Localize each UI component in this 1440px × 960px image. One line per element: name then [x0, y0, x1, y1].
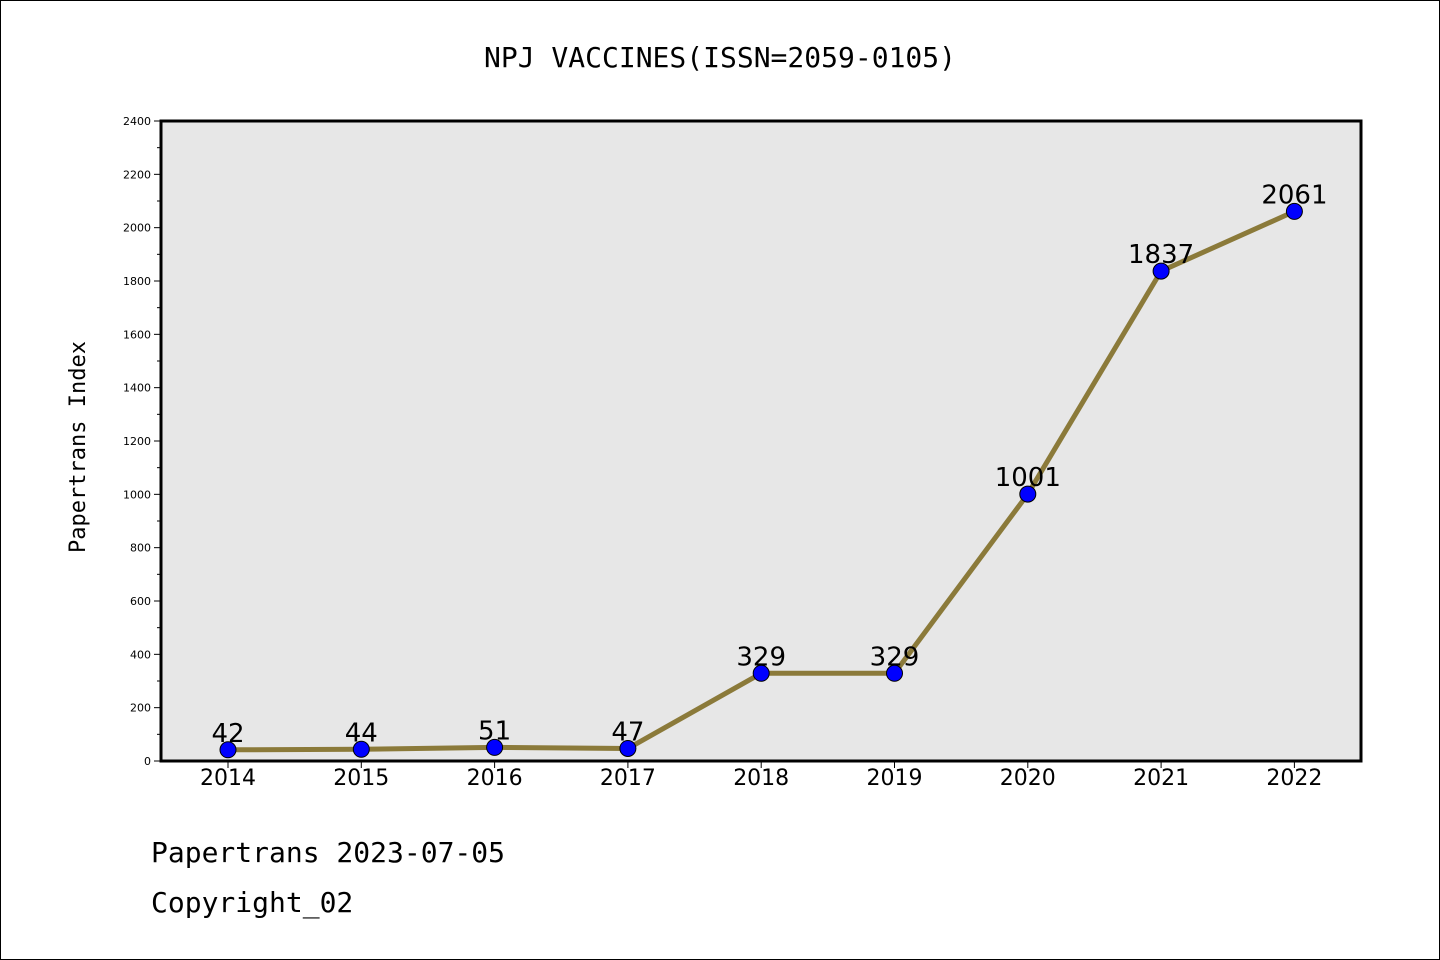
- x-tick-label: 2014: [200, 766, 256, 791]
- x-tick-label: 2022: [1266, 766, 1322, 791]
- data-label: 1837: [1128, 240, 1194, 270]
- data-point: [886, 664, 903, 682]
- data-label: 47: [611, 717, 644, 747]
- data-point: [1152, 262, 1170, 280]
- data-point: [352, 740, 370, 758]
- x-tick-label: 2020: [1000, 766, 1056, 791]
- y-tick-label: 800: [130, 542, 151, 555]
- data-point: [752, 664, 770, 682]
- data-label: 329: [736, 642, 786, 672]
- data-point: [1285, 202, 1303, 220]
- data-point: [219, 741, 237, 759]
- x-tick-label: 2017: [600, 766, 656, 791]
- y-tick-label: 200: [130, 702, 151, 715]
- y-tick-label: 1400: [123, 382, 151, 395]
- data-point: [1019, 485, 1037, 503]
- x-tick-label: 2021: [1133, 766, 1189, 791]
- x-tick-label: 2019: [867, 766, 923, 791]
- plot-area: [159, 119, 1363, 763]
- data-label: 329: [870, 642, 920, 672]
- y-tick-label: 2000: [123, 222, 151, 235]
- y-tick-label: 600: [130, 595, 151, 608]
- data-label: 44: [345, 718, 378, 748]
- y-tick-label: 1200: [123, 435, 151, 448]
- data-label: 51: [478, 716, 511, 746]
- axis-ticks: 0 200 400 600 800 1000 1200 1400 1600 1800 2000 220…: [123, 115, 1322, 791]
- y-tick-label: 1000: [123, 488, 151, 501]
- y-tick-label: 2200: [123, 168, 151, 181]
- data-point: [619, 739, 637, 757]
- y-tick-label: 2400: [123, 115, 151, 128]
- x-tick-label: 2016: [467, 766, 523, 791]
- data-label: 1001: [995, 463, 1061, 493]
- data-labels: 42 44 51 47 329 329 1001 1837 2061: [211, 180, 1327, 748]
- footer-date-text: Papertrans 2023-07-05: [151, 836, 506, 869]
- y-tick-label: 400: [130, 648, 151, 661]
- data-label: 42: [211, 719, 244, 749]
- y-tick-label: 0: [144, 755, 151, 768]
- data-label: 2061: [1261, 180, 1327, 210]
- data-point: [486, 738, 504, 756]
- y-axis-label: Papertrans Index: [66, 341, 91, 553]
- chart-title: NPJ VACCINES(ISSN=2059-0105): [484, 41, 956, 74]
- x-tick-label: 2018: [733, 766, 789, 791]
- y-tick-label: 1800: [123, 275, 151, 288]
- y-tick-label: 1600: [123, 328, 151, 341]
- footer-copyright-text: Copyright_02: [151, 886, 354, 919]
- series-markers: [219, 202, 1303, 759]
- x-tick-label: 2015: [333, 766, 389, 791]
